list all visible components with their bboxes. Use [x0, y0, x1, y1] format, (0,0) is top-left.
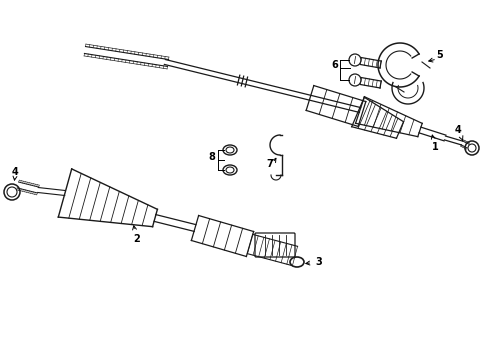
Text: 4: 4: [454, 125, 462, 140]
Text: 3: 3: [305, 257, 321, 267]
Text: 5: 5: [436, 50, 443, 60]
Text: 6: 6: [331, 60, 338, 70]
FancyBboxPatch shape: [254, 233, 294, 257]
Text: 1: 1: [430, 135, 438, 152]
Text: 2: 2: [132, 226, 140, 244]
Text: 8: 8: [208, 152, 215, 162]
Text: 4: 4: [12, 167, 19, 177]
Text: 7: 7: [266, 159, 273, 169]
